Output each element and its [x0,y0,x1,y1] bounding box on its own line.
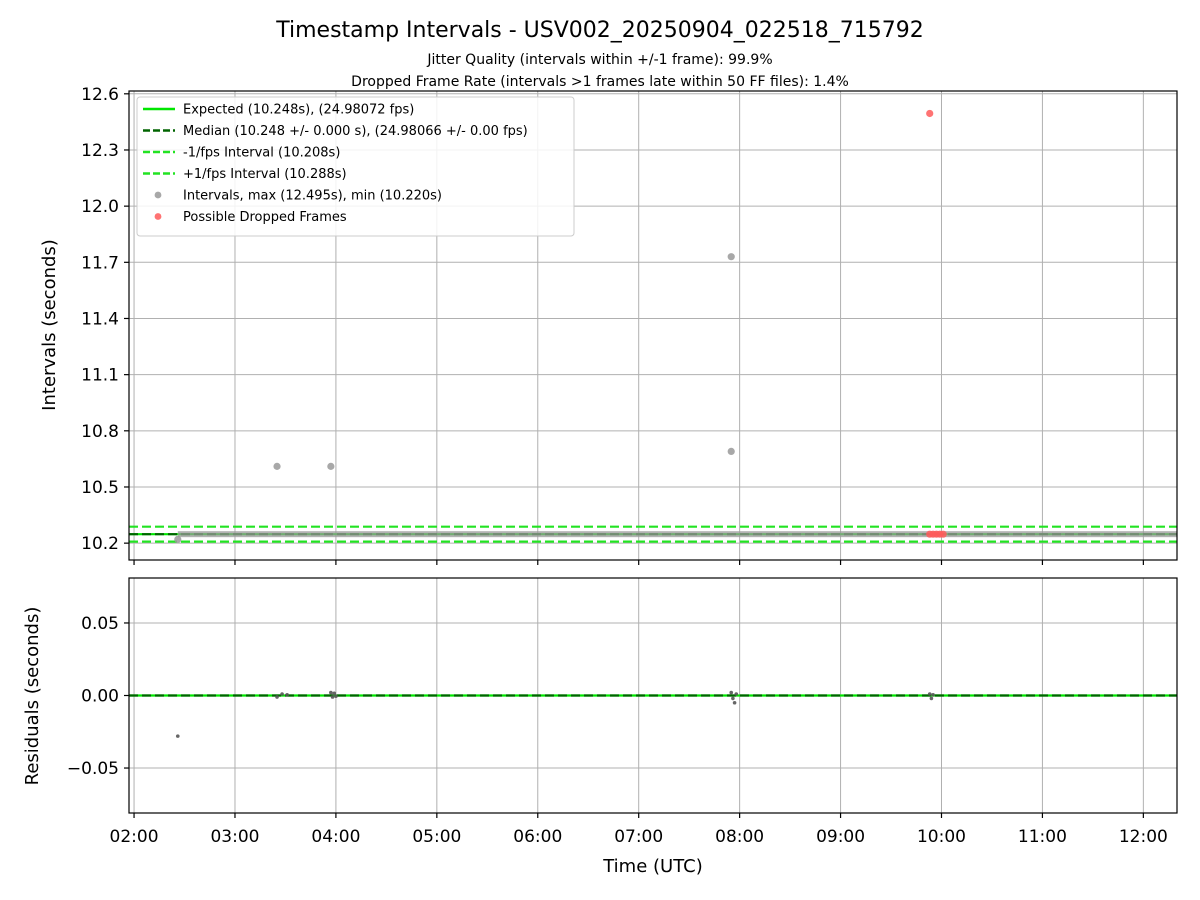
bottom-y-tick-label-2: −0.05 [67,759,119,779]
top-series-0-point-2 [327,462,335,470]
top-y-tick-label-1: 10.5 [81,478,119,498]
chart-subtitle-jitter: Jitter Quality (intervals within +/-1 fr… [426,52,772,68]
bottom-series-0-point-0 [175,734,180,738]
residuals-plot: 0.05 0.00 −0.05 02:00 03:00 04:00 05:00 06:00 07… [67,577,1178,847]
bottom-series-0-point-9 [731,696,735,701]
bottom-y-tick-label-1: 0.00 [81,687,119,707]
legend-entry-1: Median (10.248 +/- 0.000 s), (24.98066 +… [183,124,528,139]
legend-box [136,96,575,237]
legend-entry-2: -1/fps Interval (10.208s) [183,146,340,161]
bottom-x-tick-label-4: 06:00 [513,827,562,847]
top-y-tick-label-5: 11.7 [81,253,119,273]
bottom-x-tick-label-9: 11:00 [1018,827,1067,847]
top-y-tick-label-0: 10.2 [81,534,119,554]
bottom-y-axis-label: Residuals (seconds) [22,607,43,786]
chart-subtitle-dropped: Dropped Frame Rate (intervals >1 frames … [351,74,849,90]
bottom-x-tick-label-1: 03:00 [210,827,259,847]
top-series-0-point-3 [727,253,735,261]
bottom-x-tick-label-7: 09:00 [816,827,865,847]
legend-entry-0: Expected (10.248s), (24.98072 fps) [183,103,414,118]
bottom-series-0-point-4 [329,690,333,695]
top-y-tick-label-4: 11.4 [81,309,119,329]
bottom-series-0-point-1 [275,695,279,699]
bottom-plot-area [129,690,1177,738]
bottom-series-0-point-11 [734,692,739,696]
top-series-0-point-0 [174,535,182,544]
bottom-series-0-point-13 [929,696,934,701]
top-series-1-point-0 [926,109,934,118]
bottom-series-0-point-10 [732,700,737,705]
bottom-x-tick-label-5: 07:00 [614,827,663,847]
top-series-0-band [177,531,1177,538]
top-frame [128,90,1178,561]
legend-swatch-5 [154,213,162,220]
bottom-series-0-point-3 [285,692,289,697]
top-series-1-point-5 [939,530,947,538]
bottom-x-tick-label-3: 05:00 [412,827,461,847]
bottom-series-0-point-7 [334,694,338,699]
bottom-series-0-point-8 [729,690,734,695]
top-series-0-point-4 [727,447,735,456]
bottom-series-0-point-2 [280,692,284,696]
bottom-series-0-point-14 [931,692,935,697]
top-y-tick-label-6: 12.0 [81,197,119,217]
chart-title: Timestamp Intervals - USV002_20250904_02… [275,18,924,43]
top-series-0-point-1 [273,462,281,470]
legend-entry-4: Intervals, max (12.495s), min (10.220s) [183,189,442,204]
top-y-tick-label-7: 12.3 [81,141,119,161]
bottom-series-0-point-12 [927,692,932,696]
legend: Expected (10.248s), (24.98072 fps) Median… [136,96,575,237]
bottom-x-tick-label-0: 02:00 [110,827,159,847]
top-y-tick-label-8: 12.6 [81,85,119,105]
bottom-x-tick-label-8: 10:00 [917,827,966,847]
top-y-axis-label: Intervals (seconds) [39,239,60,411]
bottom-x-tick-label-2: 04:00 [311,827,360,847]
bottom-x-tick-label-6: 08:00 [715,827,764,847]
top-y-tick-label-3: 11.1 [81,366,119,386]
bottom-x-tick-label-10: 12:00 [1119,827,1168,847]
legend-entry-3: +1/fps Interval (10.288s) [183,167,347,182]
x-axis-label: Time (UTC) [602,856,703,877]
legend-entry-5: Possible Dropped Frames [183,210,347,225]
legend-swatch-4 [154,191,162,199]
bottom-series-0-point-5 [330,695,335,699]
top-plot-area [129,109,1177,544]
top-y-tick-label-2: 10.8 [81,422,119,442]
bottom-series-0-point-6 [332,691,337,696]
bottom-y-tick-label-0: 0.05 [81,614,119,634]
